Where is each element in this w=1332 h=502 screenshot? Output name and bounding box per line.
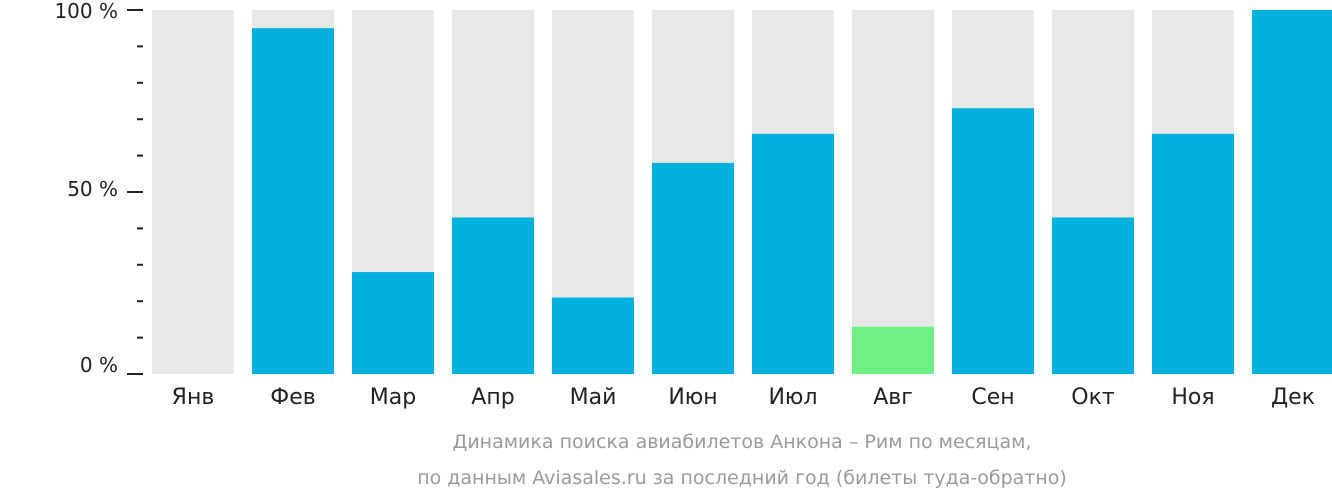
x-tick-label: Апр xyxy=(471,385,514,410)
chart-subtitle: по данным Aviasales.ru за последний год … xyxy=(417,467,1067,489)
data-bars xyxy=(252,10,1332,374)
x-tick-label: Май xyxy=(570,385,617,410)
x-axis: Янв Фев Мар Апр Май Июн Июл Авг Сен Окт Ноя Дек xyxy=(172,385,1315,410)
y-tick-label-0: 0 % xyxy=(80,353,118,377)
x-tick-label: Окт xyxy=(1071,385,1115,410)
bar-6 xyxy=(652,162,734,374)
bar-12 xyxy=(1252,10,1332,374)
bar-9 xyxy=(952,108,1034,374)
x-tick-label: Июн xyxy=(668,385,717,410)
x-tick-label: Мар xyxy=(370,385,416,410)
x-tick-label: Сен xyxy=(971,385,1014,410)
background-bar xyxy=(852,10,934,374)
y-tick-label-100: 100 % xyxy=(54,0,118,23)
chart: 100 % 50 % 0 % Янв Фев Мар Апр Май Июн Июл Авг С… xyxy=(54,0,1332,410)
bar-3 xyxy=(352,272,434,374)
x-tick-label: Фев xyxy=(270,385,315,410)
bar-2 xyxy=(252,28,334,374)
y-tick-label-50: 50 % xyxy=(67,177,118,201)
x-tick-label: Июл xyxy=(768,385,817,410)
x-tick-label: Дек xyxy=(1271,385,1315,410)
bar-10 xyxy=(1052,217,1134,374)
x-tick-label: Янв xyxy=(172,385,215,410)
bar-11 xyxy=(1152,133,1234,374)
x-tick-label: Авг xyxy=(873,385,913,410)
bar-4 xyxy=(452,217,534,374)
background-bar xyxy=(152,10,234,374)
chart-title: Динамика поиска авиабилетов Анкона – Рим… xyxy=(452,431,1032,453)
bar-7 xyxy=(752,133,834,374)
bar-8 xyxy=(852,326,934,374)
y-axis: 100 % 50 % 0 % xyxy=(54,0,143,377)
x-tick-label: Ноя xyxy=(1171,385,1214,410)
bar-5 xyxy=(552,297,634,374)
